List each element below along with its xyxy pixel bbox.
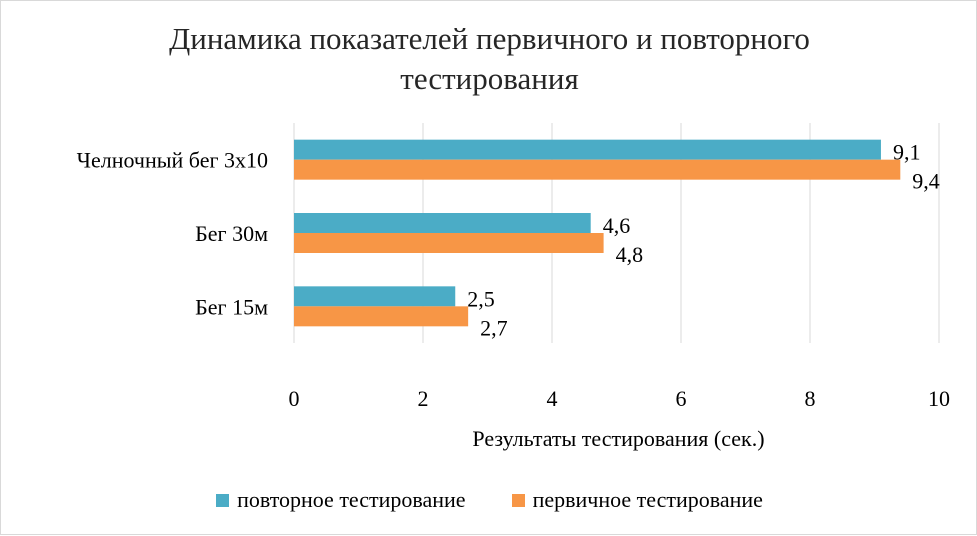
bar-s0-c0 [294, 139, 881, 160]
data-label-s1-c1: 4,8 [616, 242, 644, 267]
bar-s1-c1 [294, 233, 604, 253]
x-tick-label-2: 4 [547, 386, 558, 411]
bar-s0-c1 [294, 213, 591, 233]
x-axis-title: Результаты тестирования (сек.) [472, 426, 764, 451]
category-label-1: Бег 30м [195, 221, 268, 246]
x-tick-label-1: 2 [418, 386, 429, 411]
data-label-s0-c1: 4,6 [603, 213, 631, 238]
legend-label-primary: первичное тестирование [532, 487, 763, 512]
chart-title: Динамика показателей первичного и повтор… [1, 19, 977, 99]
legend-swatch-primary [511, 493, 525, 507]
chart-title-line-2: тестирования [400, 61, 579, 96]
data-label-s0-c2: 2,5 [467, 286, 495, 311]
chart-legend: повторное тестирование первичное тестиро… [1, 487, 977, 513]
data-label-s1-c0: 9,4 [912, 169, 940, 194]
bar-s1-c0 [294, 159, 901, 180]
category-label-2: Бег 15м [195, 294, 268, 319]
x-tick-label-3: 6 [676, 386, 687, 411]
x-tick-label-0: 0 [289, 386, 300, 411]
bar-s1-c2 [294, 306, 469, 327]
x-tick-label-5: 10 [928, 386, 950, 411]
data-label-s1-c2: 2,7 [480, 315, 508, 340]
category-label-0: Челночный бег 3х10 [77, 148, 268, 173]
legend-swatch-repeat [216, 493, 230, 507]
chart-title-line-1: Динамика показателей первичного и повтор… [169, 21, 810, 56]
x-tick-label-4: 8 [805, 386, 816, 411]
legend-item-primary: первичное тестирование [511, 487, 763, 513]
legend-item-repeat: повторное тестирование [216, 487, 466, 513]
legend-label-repeat: повторное тестирование [237, 487, 466, 512]
bar-s0-c2 [294, 286, 456, 307]
